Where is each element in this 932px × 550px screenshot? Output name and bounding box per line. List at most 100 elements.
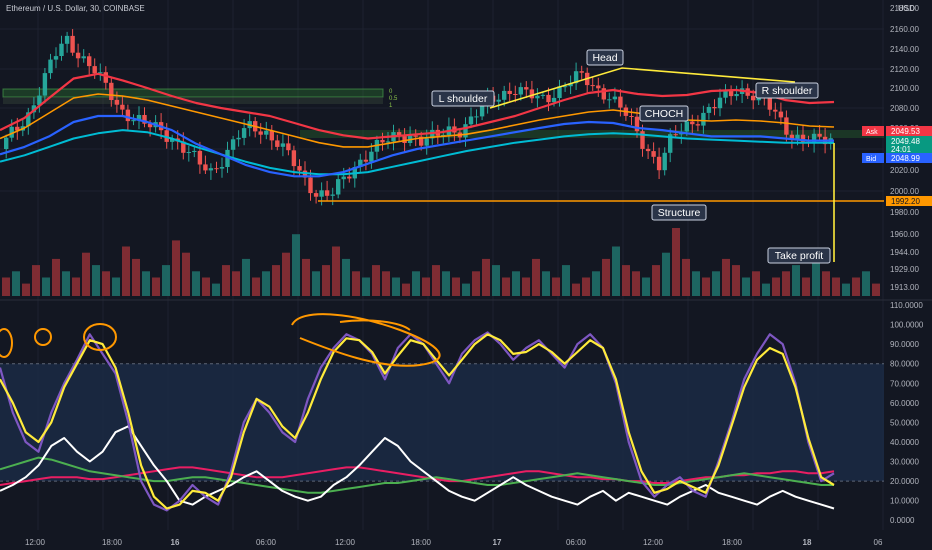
time-tick: 16	[171, 538, 180, 547]
volume-bar	[542, 271, 550, 296]
osc-tick: 40.0000	[890, 438, 919, 447]
candle-body	[723, 90, 728, 98]
osc-tick: 0.0000	[890, 516, 915, 525]
candle-body	[164, 130, 169, 142]
volume-bar	[402, 283, 410, 296]
chart-title: Ethereum / U.S. Dollar, 30, COINBASE	[6, 4, 145, 13]
ema-blue-line	[0, 114, 834, 178]
volume-bar	[292, 234, 300, 296]
price-tick: 2100.00	[890, 84, 919, 93]
volume-bar	[812, 258, 820, 296]
candle-body	[4, 137, 9, 149]
volume-bar	[12, 271, 20, 296]
volume-bar	[332, 246, 340, 296]
volume-bar	[662, 252, 670, 296]
candle-body	[114, 99, 120, 105]
structure-price: 1992.20	[891, 197, 920, 206]
candle-body	[358, 159, 363, 167]
osc-tick: 70.0000	[890, 379, 919, 388]
volume-bar	[202, 277, 210, 296]
price-tick: 1929.00	[890, 265, 919, 274]
volume-bar	[522, 277, 530, 296]
candle-body	[291, 150, 297, 167]
volume-bar	[162, 265, 170, 296]
take-profit-label: Take profit	[775, 250, 824, 262]
volume-bar	[372, 265, 380, 296]
oscillator-panel: 110.0000 100.0000 90.0000 80.0000 70.0000 60.…	[0, 301, 924, 525]
osc-yellow-line	[0, 333, 835, 510]
candle-body	[734, 94, 739, 97]
candle-body	[53, 56, 59, 60]
candle-body	[136, 115, 142, 120]
osc-tick: 100.0000	[890, 321, 924, 330]
candle-body	[496, 99, 501, 102]
time-tick: 18:00	[102, 538, 123, 547]
ask-price-bg	[886, 126, 932, 136]
scribble-stroke	[339, 319, 411, 331]
currency-label[interactable]: USD	[898, 4, 915, 13]
candle-body	[75, 52, 81, 59]
volume-bar	[862, 271, 870, 296]
time-tick: 06	[874, 538, 883, 547]
candle-body	[286, 143, 291, 151]
candle-body	[319, 190, 324, 197]
candle-body	[811, 133, 817, 144]
volume-bar	[442, 271, 450, 296]
supply-zone-mid	[3, 97, 383, 104]
ask-price: 2049.53	[891, 127, 920, 136]
volume-bar	[2, 277, 10, 296]
volume-bar	[872, 283, 880, 296]
volume-bar	[212, 283, 220, 296]
choch-label: CHOCH	[645, 108, 684, 120]
candle-body	[330, 194, 335, 196]
candle-body	[701, 112, 706, 126]
candle-body	[463, 124, 468, 138]
price-tick: 2160.00	[890, 25, 919, 34]
supply-zone-top	[2, 88, 384, 98]
zone-label-half: 0.5	[389, 96, 398, 102]
volume-bar	[722, 258, 730, 296]
candle-body	[42, 73, 48, 96]
candle-body	[596, 85, 601, 89]
candle-body	[640, 131, 645, 149]
candle-body	[203, 164, 208, 171]
candle-body	[479, 104, 485, 117]
volume-bar	[282, 252, 290, 296]
time-axis[interactable]: 12:00 18:00 16 06:00 12:00 18:00 17 06:00 12:00 1…	[25, 538, 883, 547]
candle-body	[396, 132, 402, 137]
candle-body	[269, 130, 274, 141]
candle-body	[712, 107, 717, 109]
volume-bar	[562, 265, 570, 296]
candle-body	[92, 66, 97, 74]
take-profit-box	[767, 247, 831, 264]
volume-bar	[132, 258, 140, 296]
volume-bar	[512, 271, 520, 296]
volume-bar	[832, 277, 840, 296]
volume-bar	[422, 277, 430, 296]
candle-body	[230, 139, 236, 150]
price-tick-top: 2180.00	[890, 4, 919, 13]
candle-body	[817, 133, 822, 137]
volume-bar	[412, 271, 420, 296]
candle-body	[590, 85, 595, 87]
candle-body	[9, 126, 14, 138]
price-tick: 1960.00	[890, 230, 919, 239]
bid-tag-label: Bid	[866, 156, 876, 163]
price-axis[interactable]: 2180.00 2160.00 2140.00 2120.00 2100.00 2080.…	[862, 4, 932, 292]
candle-body	[186, 152, 191, 153]
volume-bar	[822, 271, 830, 296]
volume-bar	[272, 265, 280, 296]
candle-body	[795, 134, 800, 140]
volume-bar	[692, 271, 700, 296]
volume-bar	[112, 277, 120, 296]
candle-body	[562, 86, 568, 88]
candle-body	[645, 148, 651, 152]
ask-tag-bg	[862, 126, 884, 136]
candle-body	[385, 141, 391, 143]
volume-bar	[312, 271, 320, 296]
volume-bar	[32, 265, 40, 296]
volume-bar	[22, 283, 30, 296]
volume-bar	[172, 240, 180, 296]
osc-tick: 60.0000	[890, 399, 919, 408]
